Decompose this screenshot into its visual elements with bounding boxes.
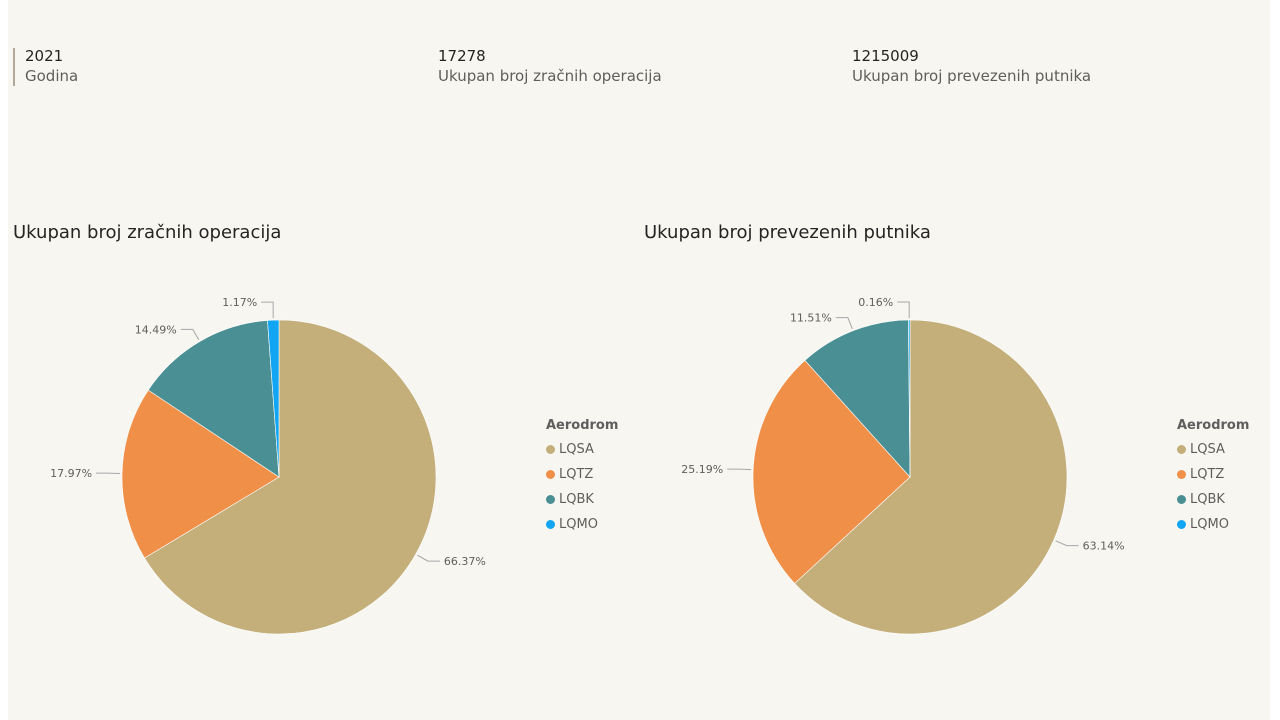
leader-line-lqmo [261, 301, 274, 319]
legend-marker [546, 445, 555, 454]
pie-slice-lqmo[interactable] [908, 319, 911, 478]
pie-slice-lqsa[interactable] [794, 319, 1068, 635]
legend-item-lqtz[interactable]: LQTZ [1177, 462, 1249, 487]
pie-slice-lqtz[interactable] [752, 359, 911, 584]
kpi-card-operations[interactable]: 17278 Ukupan broj zračnih operacija [438, 46, 662, 86]
legend-label: LQSA [559, 442, 594, 457]
kpi-accent-bar [13, 48, 15, 86]
data-label-lqbk: 11.51% [790, 312, 832, 325]
legend-label: LQBK [1190, 492, 1225, 507]
legend-item-lqbk[interactable]: LQBK [546, 487, 618, 512]
pie-slice-lqbk[interactable] [804, 319, 911, 478]
leader-line-lqsa [1055, 540, 1079, 547]
legend-title: Aerodrom [546, 418, 619, 433]
pie-chart-passengers[interactable]: 63.14% 25.19% 11.51% 0.16% [639, 280, 1259, 660]
legend-item-lqsa[interactable]: LQSA [1177, 437, 1249, 462]
data-label-lqmo: 1.17% [222, 296, 257, 309]
pie-chart-operations[interactable]: 66.37% 17.97% 14.49% 1.17% [8, 280, 628, 660]
legend-marker [546, 495, 555, 504]
legend-marker [1177, 470, 1186, 479]
leader-line-lqsa [417, 554, 440, 562]
legend-marker [546, 470, 555, 479]
legend-label: LQTZ [1190, 467, 1225, 482]
legend-operations: Aerodrom LQSA LQTZ LQBK LQMO [546, 418, 618, 537]
legend-title: Aerodrom [1177, 418, 1250, 433]
chart-title-passengers: Ukupan broj prevezenih putnika [644, 222, 931, 243]
legend-marker [546, 520, 555, 529]
kpi-card-passengers[interactable]: 1215009 Ukupan broj prevezenih putnika [852, 46, 1091, 86]
leader-line-lqbk [180, 328, 200, 340]
leader-line-lqmo [897, 301, 910, 319]
legend-label: LQTZ [559, 467, 594, 482]
kpi-value: 17278 [438, 47, 486, 65]
pie-slice-lqsa[interactable] [144, 319, 437, 635]
legend-marker [1177, 520, 1186, 529]
kpi-label: Ukupan broj zračnih operacija [438, 67, 662, 85]
legend-marker [1177, 495, 1186, 504]
legend-item-lqbk[interactable]: LQBK [1177, 487, 1249, 512]
legend-label: LQMO [1190, 517, 1229, 532]
pie-slice-lqtz[interactable] [121, 389, 280, 559]
legend-label: LQMO [559, 517, 598, 532]
legend-passengers: Aerodrom LQSA LQTZ LQBK LQMO [1177, 418, 1249, 537]
legend-item-lqtz[interactable]: LQTZ [546, 462, 618, 487]
legend-item-lqmo[interactable]: LQMO [546, 512, 618, 537]
legend-label: LQBK [559, 492, 594, 507]
chart-title-operations: Ukupan broj zračnih operacija [13, 222, 282, 243]
kpi-value: 1215009 [852, 47, 919, 65]
kpi-label: Godina [25, 67, 79, 85]
data-label-lqtz: 17.97% [50, 467, 92, 480]
legend-item-lqsa[interactable]: LQSA [546, 437, 618, 462]
pie-slice-lqbk[interactable] [147, 320, 280, 478]
data-label-lqsa: 66.37% [444, 555, 486, 568]
leader-line-lqtz [727, 468, 752, 471]
kpi-card-year[interactable]: 2021 Godina [13, 46, 79, 86]
kpi-value: 2021 [25, 47, 64, 65]
legend-label: LQSA [1190, 442, 1225, 457]
pie-slice-lqmo[interactable] [267, 319, 280, 478]
data-label-lqsa: 63.14% [1083, 540, 1125, 553]
kpi-label: Ukupan broj prevezenih putnika [852, 67, 1092, 85]
data-label-lqbk: 14.49% [135, 323, 177, 336]
legend-item-lqmo[interactable]: LQMO [1177, 512, 1249, 537]
data-label-lqtz: 25.19% [681, 463, 723, 476]
leader-line-lqbk [835, 317, 853, 330]
data-label-lqmo: 0.16% [858, 296, 893, 309]
report-canvas: 2021 Godina 17278 Ukupan broj zračnih op… [8, 0, 1270, 720]
legend-marker [1177, 445, 1186, 454]
